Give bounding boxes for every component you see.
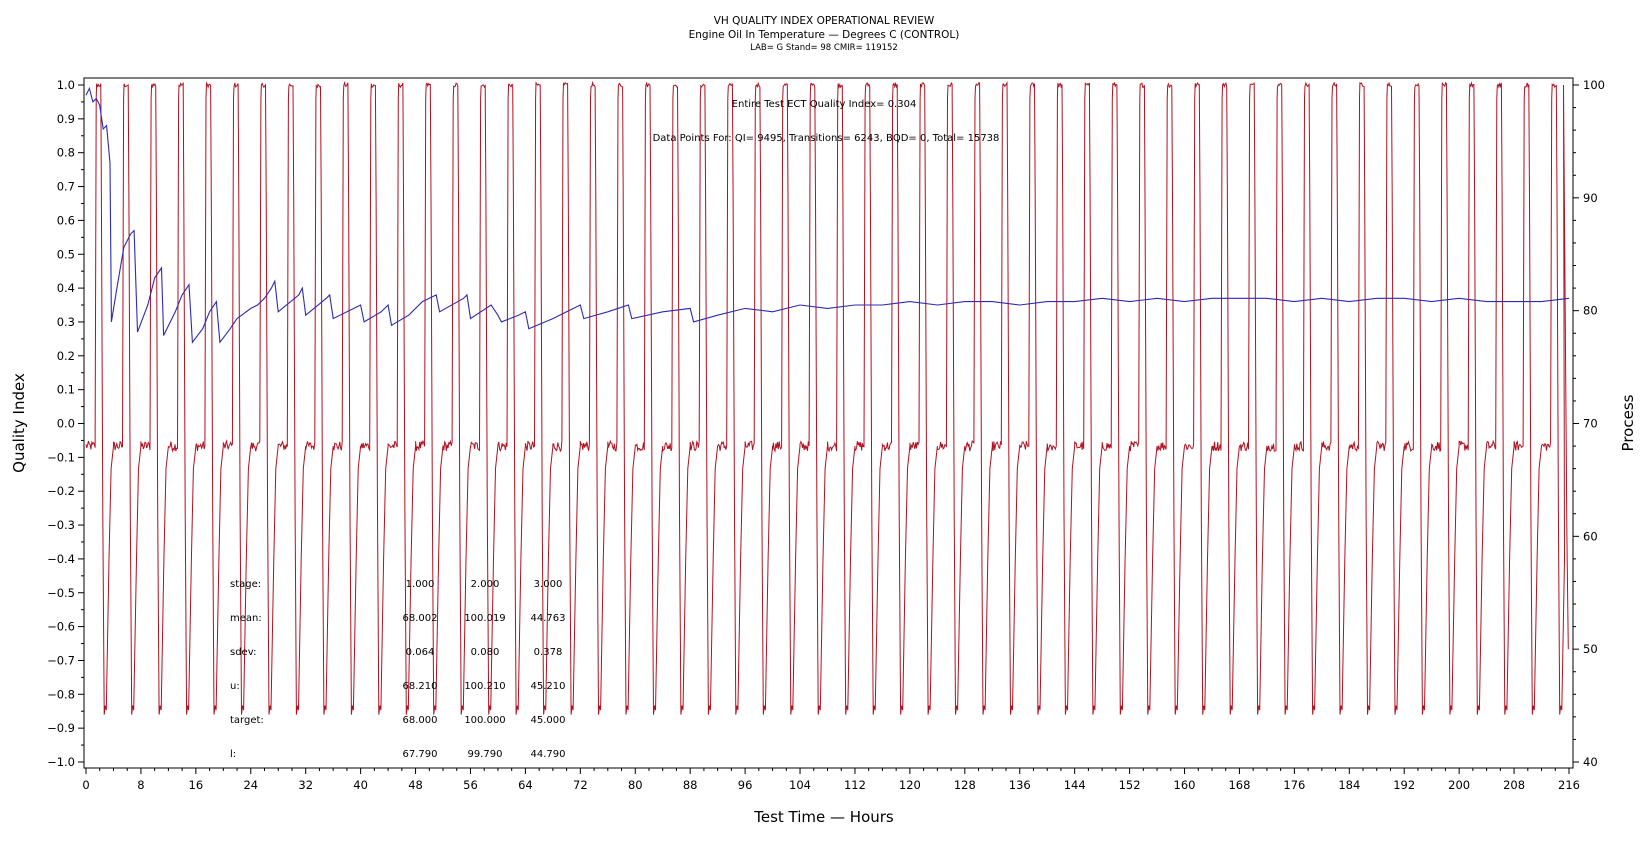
stats-table: stage: 1.000 2.000 3.000 mean: 68.002 100.019 4… bbox=[230, 579, 566, 760]
stats-row-label: stage: bbox=[230, 579, 261, 590]
quality-index-annotation: Entire Test ECT Quality Index= 0.304 bbox=[732, 99, 917, 110]
y-left-tick-label: −0.1 bbox=[47, 450, 75, 464]
y-left-tick-label: 0.9 bbox=[57, 112, 75, 126]
x-tick-label: 88 bbox=[683, 778, 698, 792]
plot-frame bbox=[83, 77, 1574, 769]
y-left-tick-label: −0.7 bbox=[47, 653, 75, 667]
stats-value: 0.064 bbox=[406, 647, 435, 658]
x-tick-label: 144 bbox=[1064, 778, 1086, 792]
x-tick-label: 128 bbox=[954, 778, 976, 792]
y-right-tick-label: 60 bbox=[1583, 529, 1598, 543]
stats-value: 68.000 bbox=[403, 715, 438, 726]
x-tick-label: 200 bbox=[1448, 778, 1470, 792]
x-tick-label: 32 bbox=[298, 778, 313, 792]
stats-value: 0.080 bbox=[471, 647, 500, 658]
y-right-tick-label: 70 bbox=[1583, 417, 1598, 431]
data-points-annotation: Data Points For: QI= 9495, Transitions= … bbox=[653, 133, 1000, 144]
y-left-tick-label: 0.6 bbox=[57, 213, 75, 227]
x-tick-label: 48 bbox=[408, 778, 423, 792]
series-layer bbox=[85, 80, 1570, 715]
x-tick-label: 192 bbox=[1393, 778, 1415, 792]
y-axis-left: 1.0 0.9 0.8 0.7 0.6 0.5 0.4 0.3 0.2 0.1 0.0 −0.1 −0.… bbox=[47, 78, 84, 769]
stats-value: 44.763 bbox=[531, 613, 566, 624]
stats-row-label: u: bbox=[230, 681, 240, 692]
y-axis-right: 100 90 80 70 60 50 40 bbox=[1573, 78, 1605, 769]
stats-row-label: target: bbox=[230, 715, 264, 726]
stats-value: 99.790 bbox=[468, 749, 503, 760]
y-right-tick-label: 50 bbox=[1583, 642, 1598, 656]
x-tick-label: 168 bbox=[1228, 778, 1250, 792]
stats-row-label: sdev: bbox=[230, 647, 256, 658]
stats-value: 1.000 bbox=[406, 579, 435, 590]
y-left-tick-label: 0.4 bbox=[57, 281, 75, 295]
y-left-tick-label: 0.0 bbox=[57, 417, 75, 431]
y-left-tick-label: 1.0 bbox=[57, 78, 75, 92]
stats-value: 100.019 bbox=[464, 613, 505, 624]
x-tick-label: 96 bbox=[738, 778, 753, 792]
stats-value: 68.210 bbox=[403, 681, 438, 692]
x-tick-label: 160 bbox=[1174, 778, 1196, 792]
stats-value: 44.790 bbox=[531, 749, 566, 760]
y-left-tick-label: 0.3 bbox=[57, 315, 75, 329]
chart-title: VH QUALITY INDEX OPERATIONAL REVIEW bbox=[714, 15, 935, 27]
process-series-line bbox=[85, 80, 1569, 715]
x-tick-label: 136 bbox=[1009, 778, 1031, 792]
stats-value: 45.000 bbox=[531, 715, 566, 726]
y-left-tick-label: −0.3 bbox=[47, 518, 75, 532]
y-left-tick-label: 0.7 bbox=[57, 180, 75, 194]
stats-value: 45.210 bbox=[531, 681, 566, 692]
x-tick-label: 64 bbox=[518, 778, 533, 792]
x-tick-label: 112 bbox=[844, 778, 866, 792]
y-left-tick-label: 0.1 bbox=[57, 383, 75, 397]
y-left-tick-label: −0.9 bbox=[47, 721, 75, 735]
stats-value: 100.000 bbox=[464, 715, 505, 726]
chart-subtitle: Engine Oil In Temperature — Degrees C (C… bbox=[689, 29, 960, 41]
x-tick-label: 40 bbox=[353, 778, 368, 792]
y-right-tick-label: 40 bbox=[1583, 755, 1598, 769]
x-tick-label: 72 bbox=[573, 778, 588, 792]
x-tick-label: 8 bbox=[137, 778, 144, 792]
y-right-tick-label: 100 bbox=[1583, 78, 1605, 92]
x-tick-label: 216 bbox=[1558, 778, 1580, 792]
x-tick-label: 0 bbox=[82, 778, 89, 792]
y-left-tick-label: −0.8 bbox=[47, 687, 75, 701]
x-tick-label: 152 bbox=[1119, 778, 1141, 792]
x-axis-label: Test Time — Hours bbox=[753, 808, 894, 826]
chart-subtitle-lab: LAB= G Stand= 98 CMIR= 119152 bbox=[750, 43, 898, 53]
stats-value: 0.378 bbox=[534, 647, 563, 658]
y-left-tick-label: 0.2 bbox=[57, 349, 75, 363]
y-left-tick-label: −0.5 bbox=[47, 586, 75, 600]
y-left-tick-label: −0.2 bbox=[47, 484, 75, 498]
y-left-tick-label: −1.0 bbox=[47, 755, 75, 769]
stats-row-label: l: bbox=[230, 749, 236, 760]
stats-row-label: mean: bbox=[230, 613, 262, 624]
x-axis: 0 8 16 24 32 40 48 56 64 72 80 88 96 104 112 120 128 136 1… bbox=[82, 768, 1580, 792]
stats-value: 100.210 bbox=[464, 681, 505, 692]
stats-value: 3.000 bbox=[534, 579, 563, 590]
x-tick-label: 80 bbox=[628, 778, 643, 792]
y-axis-right-label: Process bbox=[1619, 394, 1637, 451]
y-right-tick-label: 90 bbox=[1583, 191, 1598, 205]
quality-index-series-line bbox=[85, 86, 1570, 344]
x-tick-label: 208 bbox=[1503, 778, 1525, 792]
stats-value: 2.000 bbox=[471, 579, 500, 590]
x-tick-label: 120 bbox=[899, 778, 921, 792]
y-left-tick-label: 0.8 bbox=[57, 146, 75, 160]
x-tick-label: 16 bbox=[189, 778, 204, 792]
stats-value: 67.790 bbox=[403, 749, 438, 760]
stats-value: 68.002 bbox=[403, 613, 438, 624]
x-tick-label: 184 bbox=[1338, 778, 1360, 792]
x-tick-label: 104 bbox=[789, 778, 811, 792]
x-tick-label: 176 bbox=[1283, 778, 1305, 792]
x-tick-label: 24 bbox=[243, 778, 258, 792]
y-right-tick-label: 80 bbox=[1583, 304, 1598, 318]
x-tick-label: 56 bbox=[463, 778, 478, 792]
y-left-tick-label: 0.5 bbox=[57, 247, 75, 261]
y-left-tick-label: −0.4 bbox=[47, 552, 75, 566]
y-axis-left-label: Quality Index bbox=[10, 373, 28, 473]
y-left-tick-label: −0.6 bbox=[47, 620, 75, 634]
